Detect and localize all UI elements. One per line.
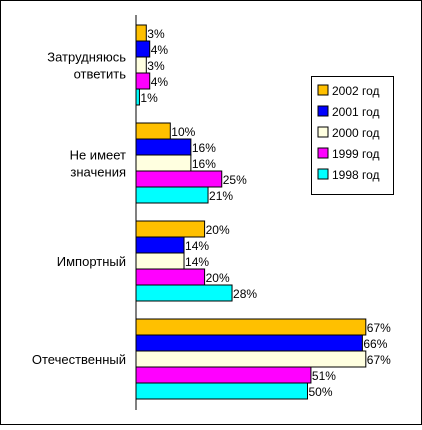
- category-label-2-0: Импортный: [57, 254, 126, 269]
- bar-0-0: [135, 24, 147, 42]
- legend-label-3: 1999 год: [332, 147, 380, 161]
- value-label-1-1: 16%: [192, 141, 216, 155]
- value-label-2-3: 20%: [206, 271, 230, 285]
- bar-1-4: [135, 186, 209, 204]
- bar-1-2: [135, 154, 192, 172]
- value-label-0-0: 3%: [147, 27, 165, 41]
- value-label-3-3: 51%: [312, 369, 336, 383]
- legend-swatch-4: [317, 168, 329, 180]
- value-label-1-3: 25%: [223, 173, 247, 187]
- legend-label-2: 2000 год: [332, 126, 380, 140]
- category-label-1-1: значения: [70, 165, 126, 180]
- category-labels-layer: Затрудняюсь ответить Не имеет значения Импор…: [32, 50, 126, 368]
- value-label-3-0: 67%: [367, 321, 391, 335]
- value-label-2-1: 14%: [185, 239, 209, 253]
- value-label-3-2: 67%: [367, 353, 391, 367]
- category-label-0-1: ответить: [74, 67, 127, 82]
- legend-swatch-3: [317, 147, 329, 159]
- bar-0-1: [135, 40, 151, 58]
- bar-2-0: [135, 220, 206, 238]
- bar-3-3: [135, 366, 312, 384]
- bar-2-3: [135, 268, 206, 286]
- value-labels-layer: 3%4%3%4%1%10%16%16%25%21%20%14%14%20%28%…: [140, 27, 391, 399]
- bar-3-0: [135, 318, 367, 336]
- legend: 2002 год 2001 год 2000 год 1999 год 1998 год: [311, 76, 394, 195]
- legend-label-4: 1998 год: [332, 168, 380, 182]
- value-label-0-1: 4%: [151, 43, 169, 57]
- bar-0-4: [135, 88, 140, 106]
- bar-2-1: [135, 236, 185, 254]
- bar-1-0: [135, 122, 171, 140]
- value-label-0-2: 3%: [147, 59, 165, 73]
- value-label-1-4: 21%: [209, 189, 233, 203]
- legend-swatch-1: [317, 105, 329, 117]
- bar-0-2: [135, 56, 147, 74]
- bar-2-2: [135, 252, 185, 270]
- bar-1-3: [135, 170, 223, 188]
- bars-layer: [135, 24, 367, 400]
- legend-swatch-0: [317, 84, 329, 96]
- value-label-2-0: 20%: [206, 223, 230, 237]
- value-label-0-4: 1%: [140, 91, 158, 105]
- bar-1-1: [135, 138, 192, 156]
- bar-3-4: [135, 382, 308, 400]
- bar-2-4: [135, 284, 233, 302]
- value-label-1-2: 16%: [192, 157, 216, 171]
- category-label-1-0: Не имеет: [70, 148, 126, 163]
- bar-3-2: [135, 350, 367, 368]
- legend-label-1: 2001 год: [332, 105, 380, 119]
- value-label-0-3: 4%: [151, 75, 169, 89]
- legend-swatch-2: [317, 126, 329, 138]
- value-label-3-4: 50%: [309, 385, 333, 399]
- bar-3-1: [135, 334, 363, 352]
- category-label-3-0: Отечественный: [32, 352, 126, 367]
- value-label-3-1: 66%: [363, 337, 387, 351]
- legend-label-0: 2002 год: [332, 84, 380, 98]
- value-label-2-2: 14%: [185, 255, 209, 269]
- category-label-0-0: Затрудняюсь: [47, 50, 126, 65]
- value-label-2-4: 28%: [233, 287, 257, 301]
- value-label-1-0: 10%: [171, 125, 195, 139]
- bar-0-3: [135, 72, 151, 90]
